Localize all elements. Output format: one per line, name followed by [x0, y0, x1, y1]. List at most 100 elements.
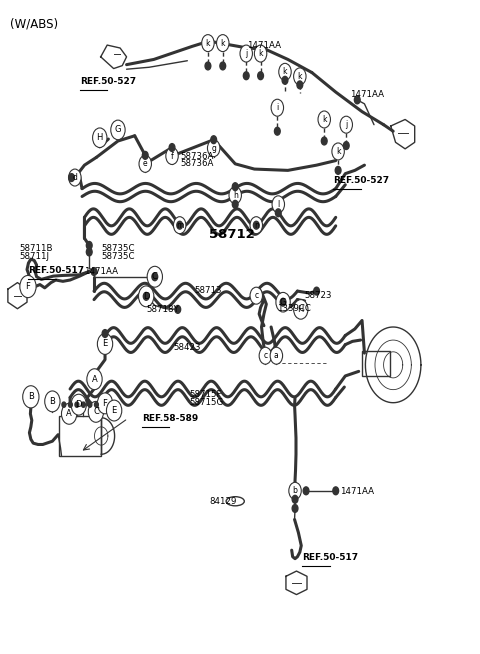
Text: 58423: 58423 — [173, 343, 201, 353]
Circle shape — [175, 305, 180, 313]
Text: B: B — [49, 397, 55, 406]
Circle shape — [111, 120, 125, 140]
Text: C: C — [93, 407, 99, 417]
Text: c: c — [264, 351, 267, 360]
Text: c: c — [254, 291, 258, 300]
Circle shape — [240, 45, 252, 62]
Circle shape — [147, 266, 162, 287]
Text: 58711J: 58711J — [20, 252, 50, 261]
Text: 58711B: 58711B — [20, 244, 53, 253]
Circle shape — [139, 286, 154, 307]
Circle shape — [354, 96, 360, 104]
Text: h: h — [233, 191, 238, 199]
Circle shape — [62, 402, 66, 407]
Text: 1471AA: 1471AA — [247, 41, 281, 50]
Circle shape — [20, 275, 36, 298]
Circle shape — [71, 394, 86, 415]
Text: i: i — [276, 103, 278, 112]
Circle shape — [45, 391, 60, 412]
Text: 58712: 58712 — [209, 228, 255, 241]
Circle shape — [250, 216, 263, 233]
Text: k: k — [298, 72, 302, 81]
Text: d: d — [72, 173, 77, 182]
Text: A: A — [92, 375, 97, 384]
Circle shape — [107, 400, 122, 421]
Circle shape — [314, 287, 320, 295]
Circle shape — [97, 334, 113, 354]
Text: REF.50-517: REF.50-517 — [302, 553, 359, 562]
Circle shape — [340, 116, 352, 133]
Text: j: j — [345, 120, 348, 129]
Circle shape — [173, 216, 186, 233]
Circle shape — [82, 402, 85, 407]
Circle shape — [232, 182, 238, 190]
Circle shape — [335, 167, 341, 174]
Circle shape — [91, 267, 97, 275]
Circle shape — [97, 393, 113, 414]
Text: 58735C: 58735C — [101, 244, 135, 253]
Circle shape — [294, 68, 306, 85]
Text: 58713: 58713 — [194, 286, 222, 295]
Circle shape — [205, 62, 211, 70]
Text: REF.50-527: REF.50-527 — [333, 177, 389, 185]
Text: f: f — [171, 152, 173, 160]
Text: G: G — [280, 298, 287, 307]
Text: 1471AA: 1471AA — [84, 267, 119, 276]
Circle shape — [139, 156, 152, 173]
Bar — [59, 417, 101, 456]
Circle shape — [232, 200, 238, 208]
Text: 84129: 84129 — [209, 498, 236, 506]
Circle shape — [292, 504, 298, 512]
Circle shape — [297, 81, 303, 89]
Text: b: b — [293, 487, 298, 495]
Circle shape — [322, 137, 327, 145]
Circle shape — [23, 386, 39, 408]
Circle shape — [88, 402, 92, 407]
Text: n: n — [254, 220, 259, 230]
Text: G: G — [115, 126, 121, 135]
Text: k: k — [220, 39, 225, 48]
Text: REF.50-527: REF.50-527 — [80, 77, 136, 86]
Circle shape — [177, 221, 182, 229]
Circle shape — [202, 35, 214, 52]
Text: 1339CC: 1339CC — [277, 303, 311, 313]
Text: H: H — [96, 133, 103, 142]
Text: j: j — [245, 49, 247, 58]
Text: A: A — [66, 409, 72, 419]
Circle shape — [216, 35, 229, 52]
Circle shape — [102, 330, 108, 337]
Circle shape — [254, 45, 267, 62]
Text: k: k — [322, 115, 326, 124]
Circle shape — [69, 169, 81, 186]
Text: 1471AA: 1471AA — [350, 90, 384, 99]
Text: REF.50-517: REF.50-517 — [28, 266, 84, 275]
Circle shape — [276, 292, 290, 312]
Circle shape — [220, 62, 226, 70]
Text: E: E — [102, 339, 108, 349]
Text: 58715F: 58715F — [190, 390, 222, 400]
Circle shape — [86, 248, 92, 256]
Circle shape — [166, 148, 178, 165]
Bar — [362, 351, 390, 376]
Circle shape — [318, 111, 330, 128]
Circle shape — [258, 72, 264, 80]
Text: D: D — [75, 400, 82, 409]
Text: k: k — [283, 67, 287, 77]
Text: l: l — [277, 200, 279, 209]
Text: E: E — [111, 406, 117, 415]
Circle shape — [69, 173, 74, 181]
Circle shape — [243, 72, 249, 80]
Text: 58723: 58723 — [305, 291, 332, 300]
Circle shape — [272, 196, 285, 213]
Text: D: D — [143, 292, 149, 301]
Text: g: g — [211, 144, 216, 152]
Text: C: C — [152, 272, 158, 281]
Text: e: e — [143, 160, 147, 168]
Circle shape — [169, 144, 175, 152]
Circle shape — [86, 241, 92, 249]
Text: F: F — [103, 399, 108, 408]
Circle shape — [88, 402, 104, 422]
Circle shape — [61, 404, 77, 424]
Circle shape — [333, 487, 338, 494]
Circle shape — [294, 300, 308, 319]
